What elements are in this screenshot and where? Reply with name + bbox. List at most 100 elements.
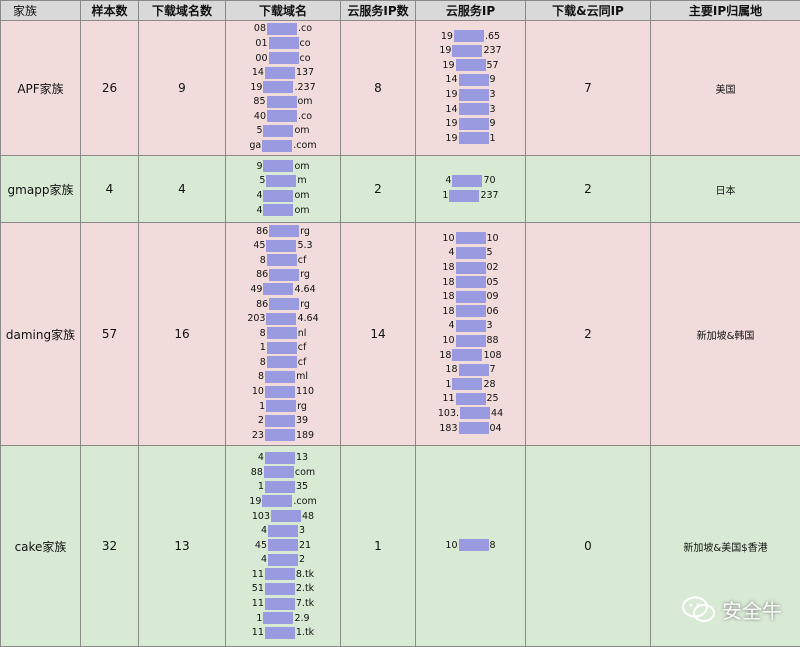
shared-cell: 0 [526, 446, 651, 647]
domain-suffix: 3 [299, 525, 305, 536]
domain-suffix: om [294, 205, 309, 216]
column-header: 样本数 [81, 1, 139, 21]
redaction [267, 356, 297, 368]
redaction [263, 190, 293, 202]
domain-prefix: 5 [256, 125, 262, 136]
domain-prefix: 19 [249, 496, 261, 507]
samples-cell: 26 [81, 21, 139, 156]
domain-suffix: om [294, 190, 309, 201]
domain-prefix: 86 [256, 299, 268, 310]
column-header: 下载域名数 [139, 1, 226, 21]
domain-suffix: rg [297, 401, 307, 412]
redaction [263, 81, 293, 93]
domain-suffix: co [300, 38, 311, 49]
ip-prefix: 14 [445, 74, 457, 85]
domain-suffix: 2.tk [296, 583, 314, 594]
shared-cell: 2 [526, 156, 651, 223]
redaction [265, 415, 295, 427]
column-header: 下载&云同IP [526, 1, 651, 21]
redaction [263, 204, 293, 216]
redaction [264, 466, 294, 478]
location-cell: 日本 [651, 156, 800, 223]
redaction [266, 313, 296, 325]
family-cell: daming家族 [1, 223, 81, 446]
domain-suffix: co [300, 53, 311, 64]
column-header: 下载域名 [226, 1, 341, 21]
domain-line: 40.co [226, 110, 340, 125]
domain-line: 08.co [226, 22, 340, 37]
domain-suffix: 39 [296, 415, 308, 426]
domain-prefix: 8 [260, 357, 266, 368]
domain-prefix: 9 [256, 161, 262, 172]
domain-prefix: 49 [250, 284, 262, 295]
column-header: 家族 [1, 1, 81, 21]
redaction [267, 254, 297, 266]
redaction [263, 160, 293, 172]
ip-prefix: 18 [439, 350, 451, 361]
domain-suffix: om [294, 125, 309, 136]
domain-prefix: 1 [256, 613, 262, 624]
domain-suffix: 189 [296, 430, 314, 441]
ip-suffix: 44 [491, 408, 503, 419]
column-header: 主要IP归属地 [651, 1, 800, 21]
family-cell: APF家族 [1, 21, 81, 156]
redaction [452, 378, 482, 390]
domain-suffix: 1.tk [296, 627, 314, 638]
ip-suffix: 06 [487, 306, 499, 317]
ip-prefix: 4 [448, 247, 454, 258]
domain-prefix: 1 [258, 481, 264, 492]
domain-prefix: 14 [252, 67, 264, 78]
ip-prefix: 183 [439, 423, 457, 434]
domain-prefix: 5 [259, 175, 265, 186]
ip-prefix: 103. [438, 408, 459, 419]
ip-prefix: 19 [439, 45, 451, 56]
ip-count-cell: 14 [341, 223, 416, 446]
redaction [456, 59, 486, 71]
domain-suffix: 35 [296, 481, 308, 492]
ip-suffix: 7 [490, 364, 496, 375]
column-header: 云服务IP [416, 1, 526, 21]
ip-suffix: 70 [483, 175, 495, 186]
ip-suffix: 9 [490, 74, 496, 85]
domain-suffix: nl [298, 328, 307, 339]
domain-prefix: 4 [258, 452, 264, 463]
redaction [459, 74, 489, 86]
domain-prefix: 4 [261, 525, 267, 536]
domain-prefix: 11 [252, 598, 264, 609]
domain-suffix: com [295, 467, 315, 478]
domain-suffix: .com [293, 140, 316, 151]
ip-count-cell: 1 [341, 446, 416, 647]
redaction [456, 305, 486, 317]
watermark: 安全牛 [682, 595, 782, 624]
domain-count-cell: 4 [139, 156, 226, 223]
ip-line: 103.44 [416, 407, 525, 422]
redaction [269, 37, 299, 49]
ip-prefix: 18 [442, 306, 454, 317]
domain-suffix: .co [298, 111, 312, 122]
redaction [459, 118, 489, 130]
domain-suffix: 2.9 [294, 613, 309, 624]
ip-suffix: 28 [483, 379, 495, 390]
